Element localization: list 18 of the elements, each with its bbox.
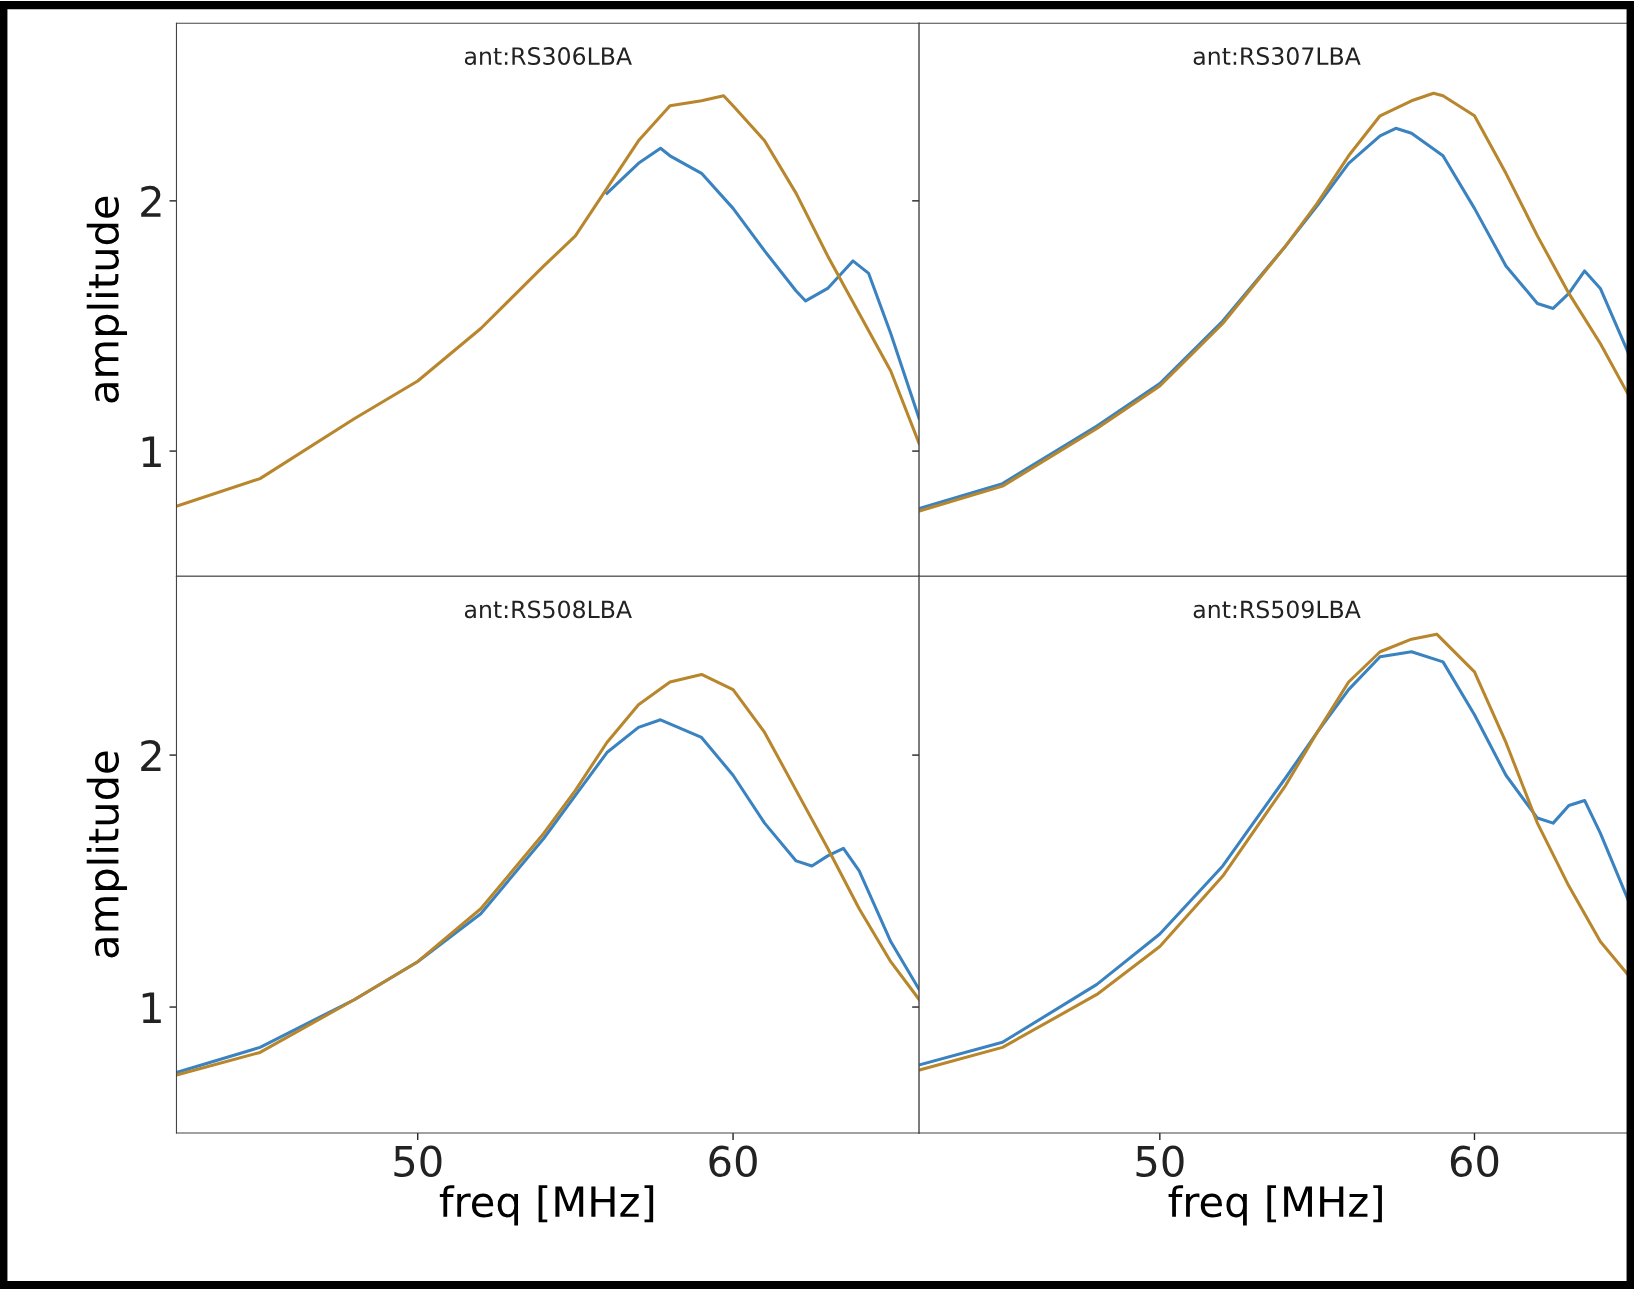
x-tick-label: 60: [1450, 1145, 1499, 1178]
y-tick-label: 1: [142, 992, 161, 1023]
y-axis-title: amplitude: [86, 196, 128, 403]
line-series: [605, 146, 920, 421]
text: ant:RS509LBA: [1193, 600, 1361, 619]
y-axis-title: amplitude: [86, 751, 128, 958]
x-axis-title: freq [MHz]: [1168, 1185, 1382, 1226]
text: ant:RS307LBA: [1193, 47, 1361, 65]
text: ant:RS306LBA: [464, 47, 632, 65]
text: ant:RS508LBA: [464, 600, 632, 619]
x-tick-label: 50: [394, 1145, 442, 1178]
x-axis-title: freq [MHz]: [439, 1185, 654, 1226]
x-tick-label: 60: [709, 1145, 757, 1178]
y-tick-label: 2: [141, 185, 161, 217]
line-series: [176, 94, 920, 508]
y-tick-label: 2: [141, 739, 161, 771]
x-tick-label: 50: [1136, 1145, 1184, 1178]
y-tick-label: 1: [142, 436, 161, 467]
